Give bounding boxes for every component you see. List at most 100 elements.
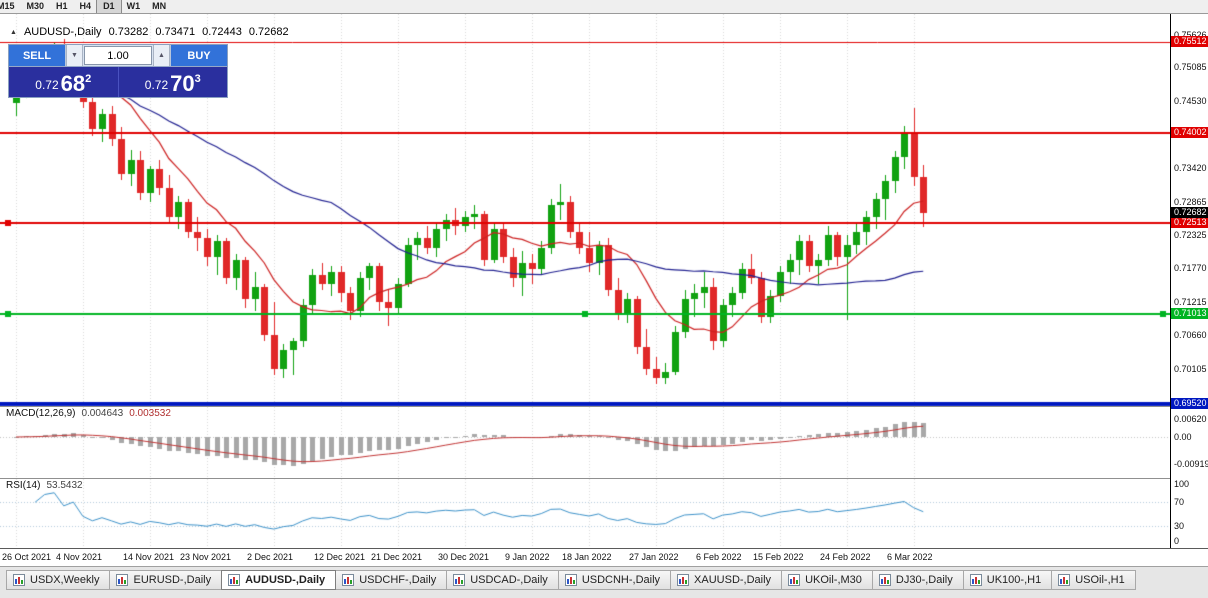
ohlc-low-value: 0.72443 (202, 26, 242, 38)
chart-tab-eurusd-daily[interactable]: EURUSD-,Daily (109, 570, 223, 590)
chart-tab-label: USDX,Weekly (30, 574, 100, 586)
chart-tab-icon (342, 574, 355, 586)
chart-tab-audusd-daily[interactable]: AUDUSD-,Daily (221, 570, 337, 590)
buy-price-prefix: 0.72 (144, 78, 169, 92)
time-scale[interactable]: 26 Oct 2021 4 Nov 2021 14 Nov 2021 23 Nov 2… (0, 549, 1170, 566)
date-axis-label: 9 Jan 2022 (505, 552, 550, 562)
chart-tab-xauusd-daily[interactable]: XAUUSD-,Daily (670, 570, 783, 590)
date-axis-label: 26 Oct 2021 (2, 552, 52, 562)
buy-button[interactable]: BUY (170, 45, 227, 66)
chart-tab-label: EURUSD-,Daily (133, 574, 212, 586)
price-axis-label: 0.73420 (1174, 163, 1207, 174)
chart-tab-icon (116, 574, 129, 586)
date-axis-label: 14 Nov 2021 (123, 552, 175, 562)
price-tag-0.74002: 0.74002 (1171, 126, 1208, 138)
timeframe-button-h4[interactable]: H4 (79, 1, 92, 11)
chart-tab-ukoil-m30[interactable]: UKOil-,M30 (781, 570, 873, 590)
ohlc-open-value: 0.73282 (108, 26, 149, 38)
chart-tab-bar: USDX,Weekly EURUSD-,Daily AUDUSD-,Daily USD… (0, 566, 1208, 598)
timeframe-toolbar: M15 M30 H1 H4 D1 W1 MN (0, 0, 1208, 14)
date-axis-label: 6 Mar 2022 (887, 552, 933, 562)
volume-increase-button[interactable]: ▲ (153, 45, 170, 66)
rsi-axis-label: 30 (1174, 521, 1185, 531)
price-axis-label: 0.70660 (1174, 330, 1207, 341)
collapse-trade-panel-icon[interactable]: ▲ (10, 28, 17, 36)
timeframe-button-h1[interactable]: H1 (56, 1, 68, 11)
trade-panel-controls: SELL ▼ ▲ BUY (9, 45, 227, 67)
price-axis-label: 0.75085 (1174, 62, 1207, 73)
sell-price-prefix: 0.72 (35, 78, 59, 92)
date-axis-label: 4 Nov 2021 (56, 552, 103, 562)
chart-tab-icon (564, 574, 577, 586)
price-tag-0.72513: 0.72513 (1171, 217, 1208, 229)
timeframe-button-m15[interactable]: M15 (0, 1, 15, 11)
price-scale[interactable]: 0.75626 0.75085 0.74530 0.73420 0.72865 0.723… (1170, 14, 1208, 548)
price-axis-label: 0.70105 (1174, 363, 1207, 374)
chart-tab-icon (1058, 574, 1071, 586)
macd-indicator-label: MACD(12,26,9) 0.004643 0.003532 (6, 408, 171, 419)
price-axis-label: 0.72865 (1174, 196, 1207, 207)
chart-tab-uk100-h1[interactable]: UK100-,H1 (962, 570, 1053, 590)
date-axis-label: 18 Jan 2022 (562, 552, 612, 562)
chart-tab-usdchf-daily[interactable]: USDCHF-,Daily (335, 570, 448, 590)
chart-tab-icon (677, 574, 690, 586)
price-axis-label: 0.72325 (1174, 229, 1207, 240)
price-axis-label: 0.71215 (1174, 296, 1207, 307)
price-tag-0.71013: 0.71013 (1171, 307, 1208, 319)
macd-axis-label: 0.00620 (1174, 413, 1207, 424)
timeframe-button-m30[interactable]: M30 (26, 1, 45, 11)
date-axis-label: 21 Dec 2021 (371, 552, 423, 562)
macd-axis-label: 0.00 (1174, 432, 1192, 442)
chart-tab-usoil-h1[interactable]: USOil-,H1 (1051, 570, 1136, 590)
chart-tab-icon (878, 574, 891, 586)
chart-tab-usdcad-daily[interactable]: USDCAD-,Daily (446, 570, 559, 590)
price-axis-label: 0.74530 (1174, 96, 1207, 106)
sell-price-point: 2 (85, 73, 92, 85)
price-tag-0.75512: 0.75512 (1171, 35, 1208, 47)
chart-tab-label: UK100-,H1 (986, 574, 1042, 586)
buy-price-point: 3 (194, 73, 201, 85)
panel-splitter-rsi[interactable] (0, 478, 1208, 479)
timeframe-button-mn[interactable]: MN (152, 1, 167, 11)
rsi-name: RSI(14) (6, 480, 41, 491)
chart-tab-icon (969, 574, 982, 586)
chart-tab-label: USDCNH-,Daily (581, 574, 661, 586)
chart-tab-icon (228, 574, 241, 586)
timeframe-button-w1[interactable]: W1 (126, 1, 141, 11)
rsi-value: 53.5432 (46, 480, 83, 491)
chart-canvas[interactable] (0, 14, 1170, 548)
rsi-indicator-label: RSI(14) 53.5432 (6, 480, 83, 491)
panel-splitter-macd[interactable] (0, 406, 1208, 407)
time-axis-border (0, 548, 1208, 549)
chart-symbol-label: AUDUSD-,Daily (23, 26, 102, 38)
ohlc-high-value: 0.73471 (155, 26, 196, 38)
chart-tab-label: DJ30-,Daily (895, 574, 953, 586)
chart-tab-label: UKOil-,M30 (805, 574, 862, 586)
ohlc-close-value: 0.72682 (248, 26, 289, 38)
chart-tab-usdx-weekly[interactable]: USDX,Weekly (6, 570, 111, 590)
sell-button[interactable]: SELL (9, 45, 66, 66)
chart-tab-label: USOil-,H1 (1075, 574, 1125, 586)
macd-axis-label: -0.00919 (1174, 458, 1208, 469)
rsi-axis-label: 0 (1174, 536, 1180, 546)
chart-tab-usdcnh-daily[interactable]: USDCNH-,Daily (557, 570, 672, 590)
timeframe-button-d1[interactable]: D1 (96, 0, 122, 13)
trade-panel-quotes: 0.72 68 2 0.72 70 3 (9, 67, 227, 97)
buy-price-pips: 70 (170, 71, 195, 96)
chart-ohlc-header: ▲ AUDUSD-,Daily 0.73282 0.73471 0.72443 … (10, 26, 289, 38)
date-axis-label: 15 Feb 2022 (753, 552, 804, 562)
chart-tab-dj30-daily[interactable]: DJ30-,Daily (871, 570, 964, 590)
buy-price-display[interactable]: 0.72 70 3 (119, 67, 228, 97)
sell-price-display[interactable]: 0.72 68 2 (9, 67, 119, 97)
macd-main-value: 0.004643 (81, 408, 124, 419)
volume-input[interactable] (84, 46, 152, 65)
chart-tab-icon (788, 574, 801, 586)
chart-tab-label: USDCAD-,Daily (470, 574, 548, 586)
date-axis-label: 24 Feb 2022 (820, 552, 871, 562)
rsi-axis-label: 100 (1174, 479, 1190, 489)
volume-decrease-button[interactable]: ▼ (66, 45, 83, 66)
sell-price-pips: 68 (60, 71, 86, 96)
price-tag-0.69520: 0.69520 (1171, 398, 1208, 410)
chart-tab-icon (13, 574, 25, 586)
